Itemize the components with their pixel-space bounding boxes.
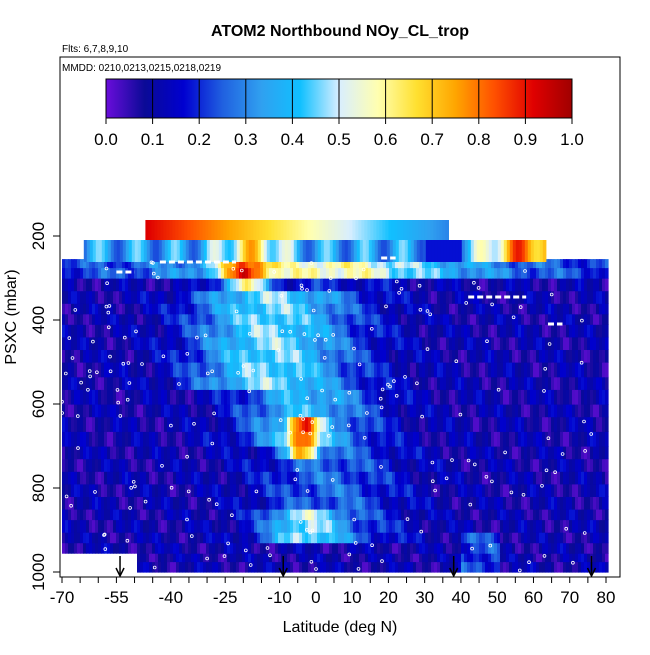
x-tick-label: 60: [524, 588, 543, 607]
y-tick-label: 400: [29, 306, 48, 334]
x-tick-label: 40: [451, 588, 470, 607]
heatmap-row: [62, 303, 609, 314]
colorbar-tick-label: 0.7: [420, 130, 444, 149]
profile-arrow: [116, 556, 124, 576]
heatmap-row: [62, 459, 609, 472]
heatmap-row: [62, 484, 609, 497]
heatmap-row: [62, 431, 609, 446]
colorbar-tick-label: 0.5: [327, 130, 351, 149]
x-tick-label: 30: [415, 588, 434, 607]
colorbar-tick-label: 0.2: [187, 130, 211, 149]
x-tick-label: -10: [267, 588, 292, 607]
heatmap-top: [84, 220, 547, 262]
heatmap-row: [62, 543, 609, 554]
heatmap-row: [62, 314, 609, 325]
heatmap-row: [62, 268, 609, 279]
heatmap-row: [62, 496, 609, 509]
colorbar-tick-label: 0.4: [281, 130, 305, 149]
heatmap-row: [62, 278, 609, 291]
colorbar: 0.0 0.1 0.2 0.3 0.4 0.5 0.6 0.7 0.8 0.9 1.0: [94, 79, 584, 149]
heatmap-row: [62, 404, 609, 417]
sample-marker: [109, 568, 112, 571]
chart-title: ATOM2 Northbound NOy_CL_trop: [211, 23, 469, 40]
y-tick-label: 1000: [29, 553, 48, 591]
x-tick-label: -55: [104, 588, 129, 607]
colorbar-tick-label: 0.8: [467, 130, 491, 149]
colorbar-tick-label: 0.3: [234, 130, 258, 149]
y-tick-label: 200: [29, 222, 48, 250]
heatmap-row: [62, 509, 609, 520]
flights-label: Flts: 6,7,8,9,10: [62, 44, 129, 55]
y-axis-label: PSXC (mbar): [3, 269, 20, 364]
heatmap-row: [62, 362, 609, 377]
heatmap-row: [62, 324, 609, 337]
heatmap-row: [62, 349, 609, 362]
dates-label: MMDD: 0210,0213,0215,0218,0219: [62, 63, 221, 74]
heatmap-row: [137, 562, 609, 573]
x-tick-label: -25: [213, 588, 238, 607]
y-tick-label: 800: [29, 474, 48, 502]
x-tick-label: 50: [488, 588, 507, 607]
heatmap-row: [62, 446, 609, 459]
heatmap-row: [62, 471, 609, 484]
y-tick-label: 600: [29, 390, 48, 418]
colorbar-tick-label: 0.1: [141, 130, 165, 149]
heatmap-row: [62, 377, 609, 390]
x-tick-label: 70: [560, 588, 579, 607]
heatmap-row: [62, 532, 609, 543]
colorbar-tick-label: 0.6: [374, 130, 398, 149]
x-tick-label: 20: [379, 588, 398, 607]
heatmap-row: [62, 291, 609, 304]
heatmap-row: [62, 417, 609, 432]
x-tick-label: 0: [311, 588, 320, 607]
x-axis: -70 -55 -40 -25 -10 0 10 20 30 40 50 60 70 80: [50, 577, 616, 607]
heatmap-area: [62, 220, 609, 573]
colorbar-tick-label: 0.0: [94, 130, 118, 149]
y-axis: 200 400 600 800 1000: [29, 222, 60, 591]
x-tick-label: -70: [50, 588, 75, 607]
heatmap-row: [62, 337, 609, 350]
x-axis-label: Latitude (deg N): [283, 619, 398, 636]
heatmap-row: [62, 389, 609, 404]
heatmap-row: [62, 520, 609, 533]
colorbar-tick-label: 0.9: [514, 130, 538, 149]
colorbar-tick-label: 1.0: [560, 130, 584, 149]
x-tick-label: 80: [597, 588, 616, 607]
x-tick-label: -40: [159, 588, 184, 607]
x-tick-label: 10: [343, 588, 362, 607]
